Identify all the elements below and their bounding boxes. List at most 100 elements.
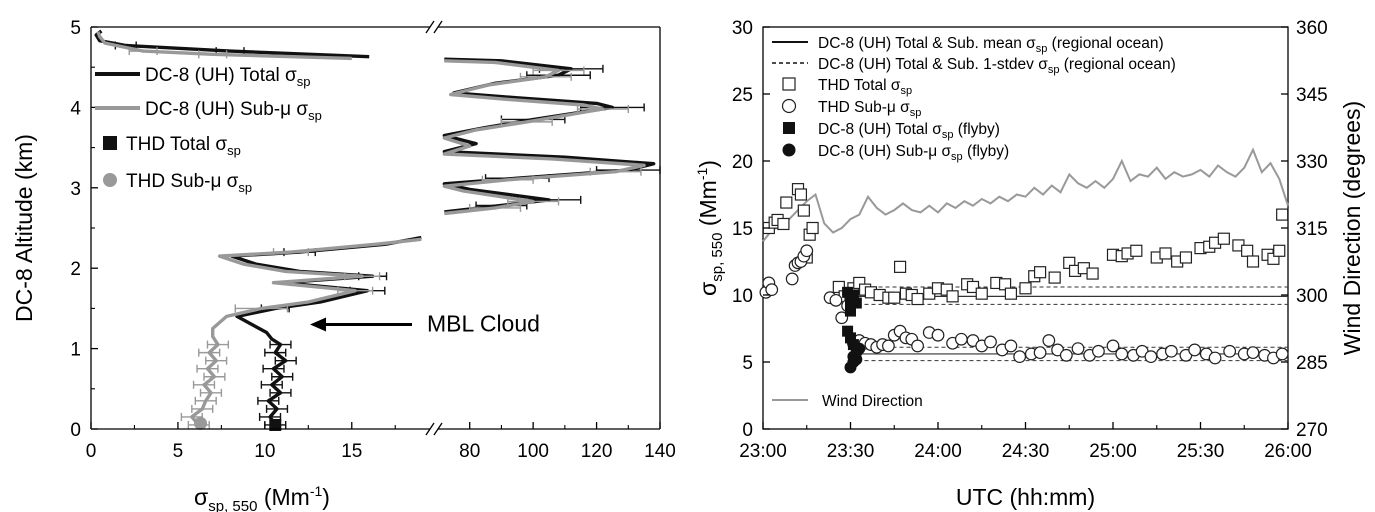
thd-sub-point bbox=[984, 335, 997, 349]
x-tick-label: 25:00 bbox=[1089, 441, 1137, 462]
thd-total-point bbox=[1241, 244, 1254, 257]
text-span: (Mm bbox=[257, 484, 309, 510]
y2-tick-label: 285 bbox=[1296, 353, 1328, 374]
y2-tick-label: 360 bbox=[1296, 18, 1328, 39]
thd-total-point bbox=[893, 260, 907, 273]
y2-tick-label: 315 bbox=[1296, 219, 1328, 240]
thd-sub-point bbox=[1223, 344, 1237, 358]
x-tick-label: 80 bbox=[459, 441, 480, 462]
thd-sub-point bbox=[785, 272, 799, 286]
y-tick-label: 5 bbox=[742, 353, 753, 374]
y-tick-label: 25 bbox=[732, 85, 753, 106]
text-span: (Mm bbox=[695, 180, 721, 232]
text-span: ) bbox=[322, 484, 330, 510]
text-span: σ bbox=[695, 282, 721, 296]
x-tick-label: 5 bbox=[173, 441, 184, 462]
annotation-label: MBL Cloud bbox=[427, 310, 540, 336]
thd-total-point bbox=[888, 291, 901, 304]
text-span: DC-8 (UH) Total & Sub. 1-stdev σ bbox=[818, 56, 1048, 73]
x-tick-label: 25:30 bbox=[1177, 441, 1225, 462]
legend-swatch-open-circle bbox=[781, 98, 797, 114]
x-tick-label: 120 bbox=[581, 441, 613, 462]
x-tick-label: 24:00 bbox=[914, 441, 962, 462]
text-span: sp bbox=[238, 180, 252, 195]
y-tick-label: 2 bbox=[70, 259, 81, 280]
thd-sub-point bbox=[1059, 348, 1073, 362]
y-tick-label: 20 bbox=[732, 152, 753, 173]
text-span: ) bbox=[695, 160, 721, 168]
thd-sub-point bbox=[1033, 346, 1047, 360]
text-span: THD Total σ bbox=[818, 77, 901, 94]
profile-line-series-1 bbox=[96, 31, 352, 61]
legend-swatch-filled-square bbox=[783, 122, 795, 134]
text-span: DC-8 (UH) Total σ bbox=[818, 121, 942, 138]
text-span: -1 bbox=[694, 168, 710, 181]
y-axis-title: DC-8 Altitude (km) bbox=[11, 134, 37, 322]
x-tick-label: 23:00 bbox=[739, 441, 787, 462]
y-tick-label: 3 bbox=[70, 179, 81, 200]
profile-line-series-1 bbox=[442, 59, 646, 216]
legend-label: DC-8 (UH) Total σsp (flyby) bbox=[818, 121, 1000, 141]
y-tick-label: 0 bbox=[742, 420, 753, 441]
thd-sub-point bbox=[800, 244, 814, 258]
text-span: sp bbox=[910, 107, 922, 119]
thd-sub-marker bbox=[194, 416, 208, 430]
legend-label: THD Total σsp bbox=[818, 77, 912, 97]
text-span: sp bbox=[951, 151, 963, 163]
thd-total-point bbox=[1048, 271, 1061, 284]
thd-sub-point bbox=[1164, 344, 1178, 358]
y2-tick-label: 330 bbox=[1296, 152, 1328, 173]
thd-sub-point bbox=[1188, 343, 1202, 357]
y2-tick-label: 270 bbox=[1296, 420, 1328, 441]
text-span: (flyby) bbox=[963, 143, 1010, 160]
dc8-total-flyby-point bbox=[847, 289, 859, 301]
thd-total-point bbox=[1086, 267, 1099, 280]
x-axis-title: UTC (hh:mm) bbox=[956, 484, 1095, 510]
thd-total-point bbox=[794, 188, 808, 201]
text-span: DC-8 (UH) Sub-μ σ bbox=[818, 143, 951, 160]
thd-total-point bbox=[1246, 255, 1260, 268]
annotation-arrow-head bbox=[310, 317, 327, 332]
text-span: sp bbox=[1036, 43, 1048, 55]
text-span: sp, 550 bbox=[208, 498, 257, 512]
thd-sub-point bbox=[1208, 351, 1222, 365]
thd-total-marker bbox=[269, 418, 282, 431]
axis-break-mark bbox=[433, 20, 443, 34]
y2-tick-label: 300 bbox=[1296, 286, 1328, 307]
axis-break-mark bbox=[425, 20, 435, 34]
dc8-sub-flyby-point bbox=[850, 353, 863, 366]
thd-total-point bbox=[1217, 232, 1230, 245]
y2-tick-label: 345 bbox=[1296, 85, 1328, 106]
y2-axis-title: Wind Direction (degrees) bbox=[1339, 101, 1365, 355]
thd-total-point bbox=[1273, 244, 1286, 257]
x-tick-label: 26:00 bbox=[1264, 441, 1312, 462]
thd-sub-point bbox=[1042, 334, 1056, 347]
text-span: (regional ocean) bbox=[1047, 35, 1163, 52]
thd-sub-point bbox=[931, 328, 945, 342]
legend-label: DC-8 (UH) Sub-μ σsp (flyby) bbox=[818, 143, 1009, 163]
left-chart: 0 1 2 3 4 5 0 5 10 15 80 100 120 140 DC-8 Altitude (km… bbox=[11, 18, 676, 512]
y-tick-label: 15 bbox=[732, 219, 753, 240]
dc8-sub-flyby-point bbox=[853, 342, 866, 355]
text-span: DC-8 (UH) Total σ bbox=[145, 65, 297, 86]
legend-label: DC-8 (UH) Sub-μ σsp bbox=[145, 99, 322, 123]
x-tick-label: 100 bbox=[517, 441, 549, 462]
axis-break-mark bbox=[425, 422, 435, 436]
x-tick-label: 24:30 bbox=[1002, 441, 1050, 462]
legend-label: THD Total σsp bbox=[126, 134, 241, 158]
thd-total-point bbox=[946, 290, 959, 303]
thd-sub-point bbox=[882, 339, 895, 353]
text-span: THD Total σ bbox=[126, 134, 227, 155]
legend-swatch-circle bbox=[103, 173, 117, 187]
text-span: -1 bbox=[310, 483, 323, 499]
thd-sub-point bbox=[829, 293, 843, 307]
y-tick-label: 5 bbox=[70, 18, 81, 39]
y-tick-label: 10 bbox=[732, 286, 753, 307]
axis-break-mark bbox=[433, 422, 443, 436]
thd-sub-point bbox=[1106, 339, 1120, 353]
text-span: sp bbox=[942, 129, 954, 141]
x-tick-label: 23:30 bbox=[827, 441, 875, 462]
text-span: THD Sub-μ σ bbox=[126, 171, 239, 192]
thd-total-point bbox=[1179, 251, 1193, 264]
